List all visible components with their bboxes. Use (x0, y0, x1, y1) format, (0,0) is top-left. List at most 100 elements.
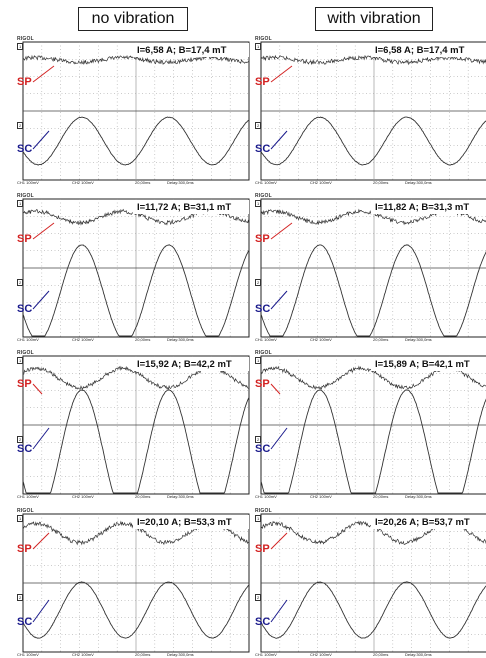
sc-pointer (32, 290, 50, 310)
scope-brand-label: RIGOL (255, 193, 272, 199)
ch2-marker: 2 (255, 122, 262, 129)
footer-ch1: CH1 100mV (17, 180, 39, 185)
sc-pointer (270, 290, 288, 310)
footer-ch1: CH1 100mV (255, 180, 277, 185)
ch1-marker: 1 (255, 515, 262, 522)
footer-ch2: CH2 100mV (310, 494, 332, 499)
ch1-marker: 1 (17, 515, 24, 522)
footer-time: 20,00ms (373, 337, 389, 342)
footer-delay: Delay:300,0ms (167, 337, 194, 342)
scope-screen (260, 355, 486, 495)
footer-ch2: CH2 100mV (310, 180, 332, 185)
current-field-readout: I=15,89 A; B=42,1 mT (371, 357, 486, 371)
scope-screen (260, 41, 486, 181)
footer-ch1: CH1 100mV (17, 652, 39, 657)
sc-label: SC (17, 143, 33, 155)
sp-pointer (270, 65, 293, 83)
scope-panel: RIGOL 1 2 I=11,82 A; B=31,3 mT SP SC CH1 100mV… (252, 193, 486, 343)
footer-ch2: CH2 100mV (310, 337, 332, 342)
scope-screen (260, 198, 486, 338)
sp-pointer (270, 222, 293, 240)
sc-trace (22, 116, 250, 166)
sp-label: SP (17, 378, 32, 390)
sc-label: SC (255, 616, 271, 628)
scope-screen (22, 355, 250, 495)
sc-trace (22, 389, 250, 494)
current-field-readout: I=11,72 A; B=31,1 mT (133, 200, 249, 214)
footer-delay: Delay:300,0ms (167, 652, 194, 657)
sc-trace (260, 116, 486, 166)
ch1-marker: 1 (17, 357, 24, 364)
footer-ch1: CH1 100mV (255, 652, 277, 657)
sp-trace (260, 54, 486, 66)
sc-label: SC (255, 443, 271, 455)
footer-delay: Delay:300,0ms (167, 494, 194, 499)
footer-time: 20,00ms (373, 180, 389, 185)
footer-time: 20,00ms (373, 652, 389, 657)
current-field-readout: I=11,82 A; B=31,3 mT (371, 200, 486, 214)
sp-label: SP (255, 76, 270, 88)
sp-label: SP (17, 543, 32, 555)
sp-label: SP (17, 233, 32, 245)
scope-brand-label: RIGOL (17, 508, 34, 514)
scope-panel: RIGOL 1 2 I=20,10 A; B=53,3 mT SP SC CH1 100mV… (14, 508, 250, 658)
header-with-vibration: with vibration (315, 7, 433, 31)
header-no-vibration: no vibration (78, 7, 188, 31)
scope-panel: RIGOL 1 2 I=15,92 A; B=42,2 mT SP SC CH1 100mV… (14, 350, 250, 500)
ch2-marker: 2 (17, 279, 24, 286)
footer-delay: Delay:300,0ms (405, 652, 432, 657)
sp-label: SP (255, 378, 270, 390)
ch1-marker: 1 (17, 43, 24, 50)
sc-pointer (270, 427, 288, 450)
footer-delay: Delay:300,0ms (167, 180, 194, 185)
sc-label: SC (17, 303, 33, 315)
sp-label: SP (255, 233, 270, 245)
footer-time: 20,00ms (373, 494, 389, 499)
ch1-marker: 1 (255, 357, 262, 364)
footer-ch2: CH2 100mV (72, 494, 94, 499)
current-field-readout: I=15,92 A; B=42,2 mT (133, 357, 249, 371)
scope-grid (260, 355, 486, 495)
footer-ch2: CH2 100mV (72, 652, 94, 657)
sc-pointer (32, 427, 50, 450)
ch2-marker: 2 (255, 436, 262, 443)
scope-brand-label: RIGOL (255, 508, 272, 514)
scope-grid (260, 198, 486, 338)
sp-pointer (270, 532, 288, 550)
sc-pointer (270, 130, 288, 150)
scope-grid (22, 355, 250, 495)
sc-trace (260, 389, 486, 494)
sp-pointer (32, 65, 55, 83)
sc-label: SC (17, 616, 33, 628)
footer-ch2: CH2 100mV (72, 337, 94, 342)
sp-label: SP (255, 543, 270, 555)
scope-grid (22, 513, 250, 653)
footer-time: 20,00ms (135, 494, 151, 499)
footer-ch1: CH1 100mV (17, 494, 39, 499)
scope-panel: RIGOL 1 2 I=6,58 A; B=17,4 mT SP SC CH1 100mV C… (14, 36, 250, 186)
ch1-marker: 1 (17, 200, 24, 207)
footer-time: 20,00ms (135, 652, 151, 657)
sp-pointer (32, 222, 55, 240)
sc-pointer (32, 130, 50, 150)
sc-trace (260, 244, 486, 337)
ch2-marker: 2 (17, 122, 24, 129)
scope-screen (22, 513, 250, 653)
sp-pointer (32, 532, 50, 550)
footer-ch1: CH1 100mV (17, 337, 39, 342)
footer-time: 20,00ms (135, 180, 151, 185)
current-field-readout: I=20,10 A; B=53,3 mT (133, 515, 249, 529)
scope-brand-label: RIGOL (255, 350, 272, 356)
footer-ch2: CH2 100mV (72, 180, 94, 185)
sc-trace (22, 581, 250, 639)
sc-pointer (32, 599, 50, 623)
sp-pointer (32, 383, 43, 395)
scope-panel: RIGOL 1 2 I=20,26 A; B=53,7 mT SP SC CH1 100mV… (252, 508, 486, 658)
scope-screen (22, 41, 250, 181)
sc-trace (22, 244, 250, 337)
ch2-marker: 2 (255, 279, 262, 286)
sp-label: SP (17, 76, 32, 88)
ch2-marker: 2 (255, 594, 262, 601)
current-field-readout: I=20,26 A; B=53,7 mT (371, 515, 486, 529)
footer-delay: Delay:300,0ms (405, 337, 432, 342)
